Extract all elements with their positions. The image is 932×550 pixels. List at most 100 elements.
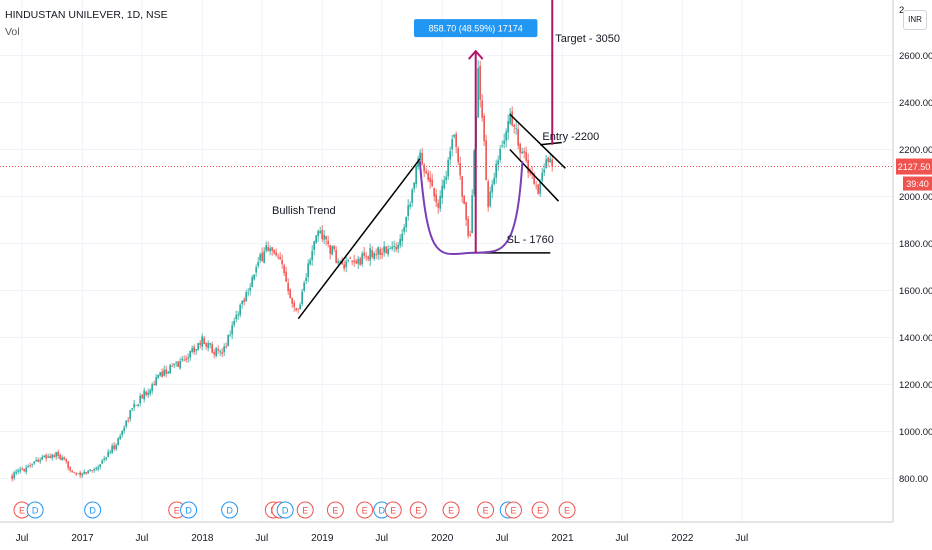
candle-body <box>153 383 155 385</box>
candle-body <box>497 160 499 165</box>
candle-body <box>347 259 349 261</box>
event-marker-earnings[interactable] <box>442 501 460 519</box>
event-marker-earnings[interactable] <box>356 501 374 519</box>
candle-body <box>455 133 457 147</box>
candle-body <box>367 256 369 260</box>
candle-body <box>373 253 375 259</box>
candle-body <box>323 234 325 240</box>
event-marker-earnings[interactable] <box>531 501 549 519</box>
candle-body <box>295 308 297 311</box>
candle-body <box>499 148 501 161</box>
event-marker-earnings[interactable] <box>409 501 427 519</box>
candle-body <box>217 349 219 351</box>
countdown-badge <box>903 176 932 191</box>
candle-body <box>155 377 157 386</box>
event-marker-earnings[interactable] <box>296 501 314 519</box>
candle-body <box>15 471 17 474</box>
candle-body <box>103 458 105 460</box>
event-marker-dividend[interactable] <box>276 501 294 519</box>
candle-body <box>89 469 91 471</box>
event-marker-earnings[interactable] <box>384 501 402 519</box>
candle-body <box>513 124 515 127</box>
candle-body <box>361 253 363 265</box>
candle-body <box>127 420 129 421</box>
candle-body <box>393 245 395 248</box>
event-marker-earnings[interactable] <box>504 501 522 519</box>
candle-body <box>311 251 313 261</box>
candle-body <box>471 195 473 234</box>
candle-body <box>371 250 373 257</box>
price-tick-label: 2400.00 <box>899 98 932 109</box>
currency-button[interactable]: INR <box>903 10 927 30</box>
time-tick-label: 2017 <box>71 533 94 544</box>
candle-body <box>283 265 285 274</box>
candle-body <box>549 158 551 163</box>
candle-body <box>445 176 447 181</box>
candle-body <box>343 264 345 269</box>
measure-1-badge <box>414 19 538 38</box>
candle-body <box>483 115 485 142</box>
event-marker-dividend[interactable] <box>84 501 102 519</box>
candle-body <box>459 162 461 176</box>
event-marker-dividend[interactable] <box>180 501 198 519</box>
candle-body <box>275 252 277 256</box>
candle-body <box>443 180 445 189</box>
candle-body <box>247 292 249 294</box>
candle-body <box>369 248 371 261</box>
time-tick-label: Jul <box>616 533 629 544</box>
candle-body <box>249 287 251 291</box>
candle-body <box>233 320 235 326</box>
candle-body <box>25 467 27 472</box>
event-marker-letter: E <box>448 506 454 516</box>
volume-label: Vol <box>5 26 20 38</box>
candle-body <box>175 362 177 364</box>
candle-body <box>239 304 241 315</box>
last-price-badge <box>896 158 932 175</box>
event-marker-earnings[interactable] <box>477 501 495 519</box>
candle-body <box>39 459 41 462</box>
candle-body <box>395 246 397 250</box>
candle-body <box>157 374 159 378</box>
price-tick-label: 1000.00 <box>899 427 932 438</box>
candle-body <box>209 343 211 345</box>
price-tick-label: 1400.00 <box>899 333 932 344</box>
candle-body <box>313 241 315 251</box>
candle-body <box>151 384 153 392</box>
candle-body <box>223 346 225 353</box>
candle-body <box>43 456 45 458</box>
candle-body <box>105 457 107 460</box>
measure-1-badge-text: 858.70 (48.59%) 17174 <box>429 24 523 34</box>
event-marker-dividend[interactable] <box>221 501 239 519</box>
candle-body <box>93 469 95 471</box>
event-marker-earnings[interactable] <box>326 501 344 519</box>
time-axis[interactable]: Jul 2017 Jul 2018 Jul 2019 Jul 2020 Jul 2021 Jul 20… <box>0 521 893 544</box>
candle-body <box>213 352 215 355</box>
candle-body <box>339 261 341 263</box>
event-marker-letter: E <box>483 506 489 516</box>
candle-body <box>215 347 217 356</box>
candle-body <box>181 359 183 361</box>
candle-body <box>421 152 423 165</box>
candle-body <box>137 404 139 406</box>
event-marker-earnings[interactable] <box>558 501 576 519</box>
candle-body <box>507 121 509 133</box>
time-tick-label: 2021 <box>551 533 574 544</box>
candle-body <box>253 274 255 280</box>
candle-body <box>317 231 319 236</box>
candle-body <box>319 230 321 234</box>
candle-body <box>365 256 367 257</box>
candle-body <box>179 361 181 369</box>
price-tick-label: 2600.00 <box>899 51 932 62</box>
price-axis[interactable]: 800.00 1000.00 1200.00 1400.00 1600.00 1800.0… <box>892 0 932 522</box>
candle-body <box>259 254 261 261</box>
candle-body <box>539 181 541 194</box>
event-marker-letter: E <box>174 506 180 516</box>
candle-body <box>199 342 201 345</box>
candle-body <box>245 292 247 302</box>
event-marker-dividend[interactable] <box>26 501 44 519</box>
candle-body <box>115 444 117 450</box>
candle-body <box>177 361 179 367</box>
time-tick-label: 2019 <box>311 533 334 544</box>
candle-body <box>57 451 59 456</box>
